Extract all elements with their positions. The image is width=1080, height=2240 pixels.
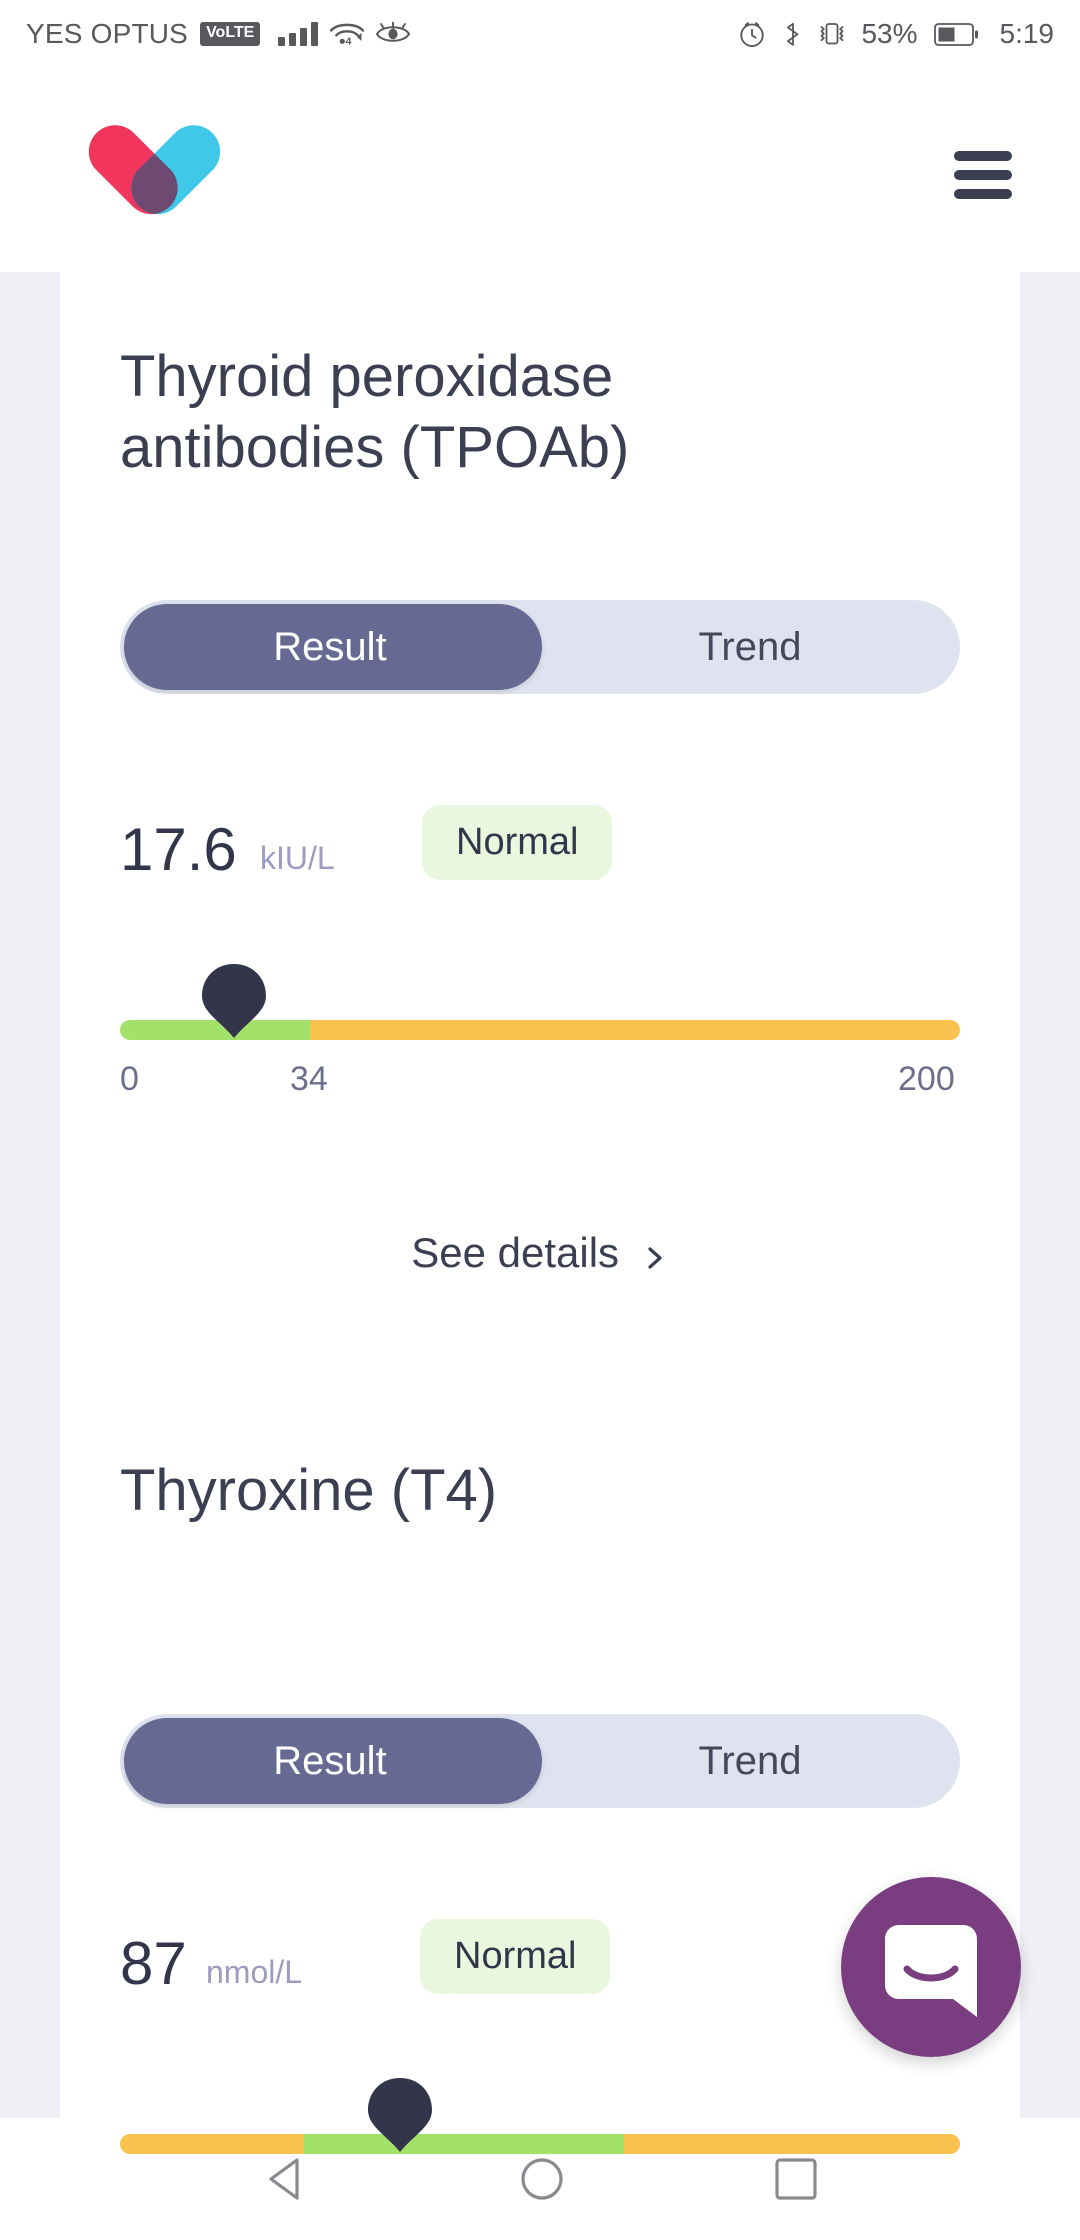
svg-text:4: 4	[346, 35, 352, 46]
